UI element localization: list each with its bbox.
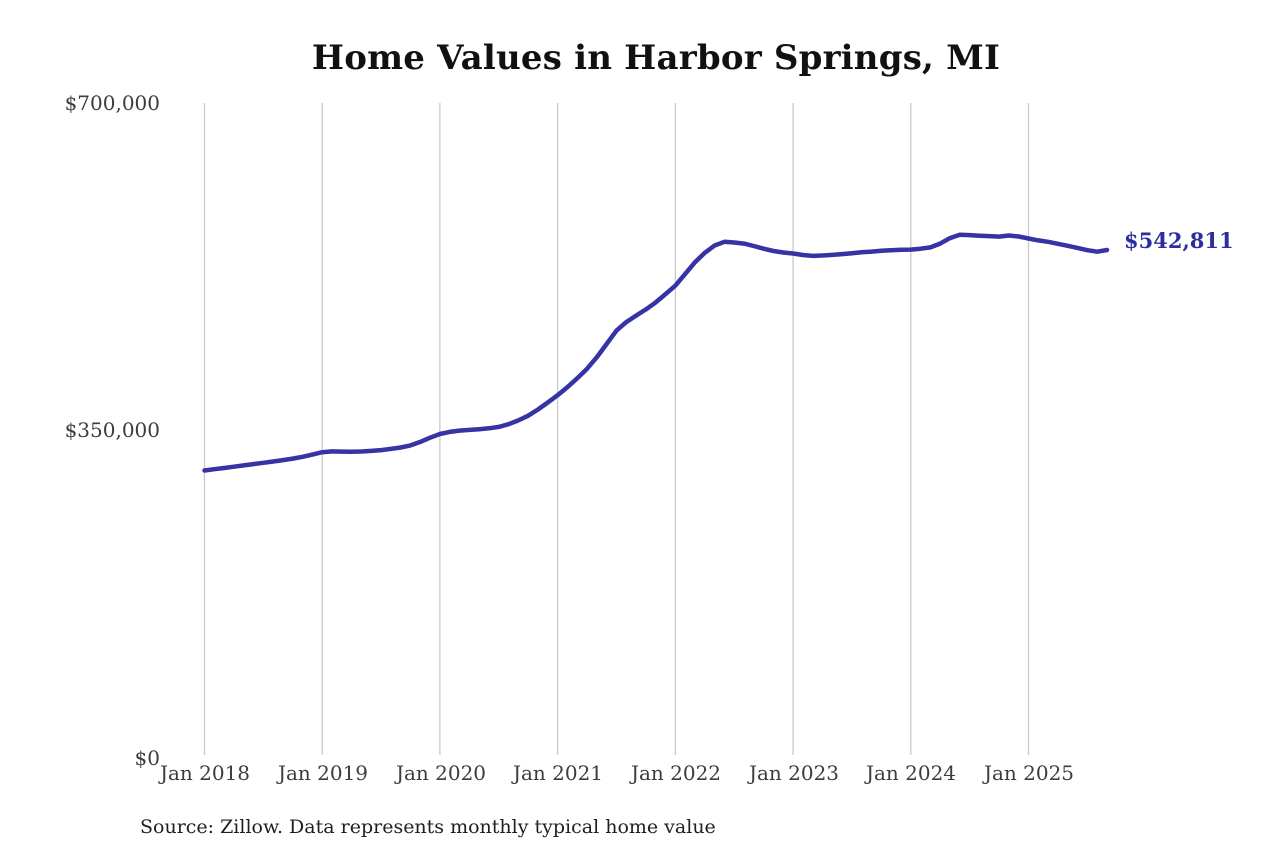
- chart-title: Home Values in Harbor Springs, MI: [311, 38, 1001, 78]
- y-axis-tick-700k: $700,000: [64, 91, 160, 115]
- x-axis-tick-2020: Jan 2020: [395, 761, 487, 785]
- y-axis-tick-0: $0: [134, 746, 160, 770]
- home-value-line: [202, 232, 1110, 473]
- x-axis-tick-2019: Jan 2019: [277, 761, 369, 785]
- x-axis-tick-2022: Jan 2022: [630, 761, 722, 785]
- x-axis-tick-2018: Jan 2018: [159, 761, 251, 785]
- year-gridlines: [203, 103, 1030, 755]
- source-note: Source: Zillow. Data represents monthly …: [140, 816, 716, 838]
- x-axis-tick-2021: Jan 2021: [512, 761, 604, 785]
- x-axis-tick-2025: Jan 2025: [983, 761, 1075, 785]
- x-axis-tick-2024: Jan 2024: [865, 761, 957, 785]
- y-axis-tick-350k: $350,000: [64, 418, 160, 442]
- x-axis-tick-2023: Jan 2023: [748, 761, 840, 785]
- current-value-label: $542,811: [1124, 228, 1234, 253]
